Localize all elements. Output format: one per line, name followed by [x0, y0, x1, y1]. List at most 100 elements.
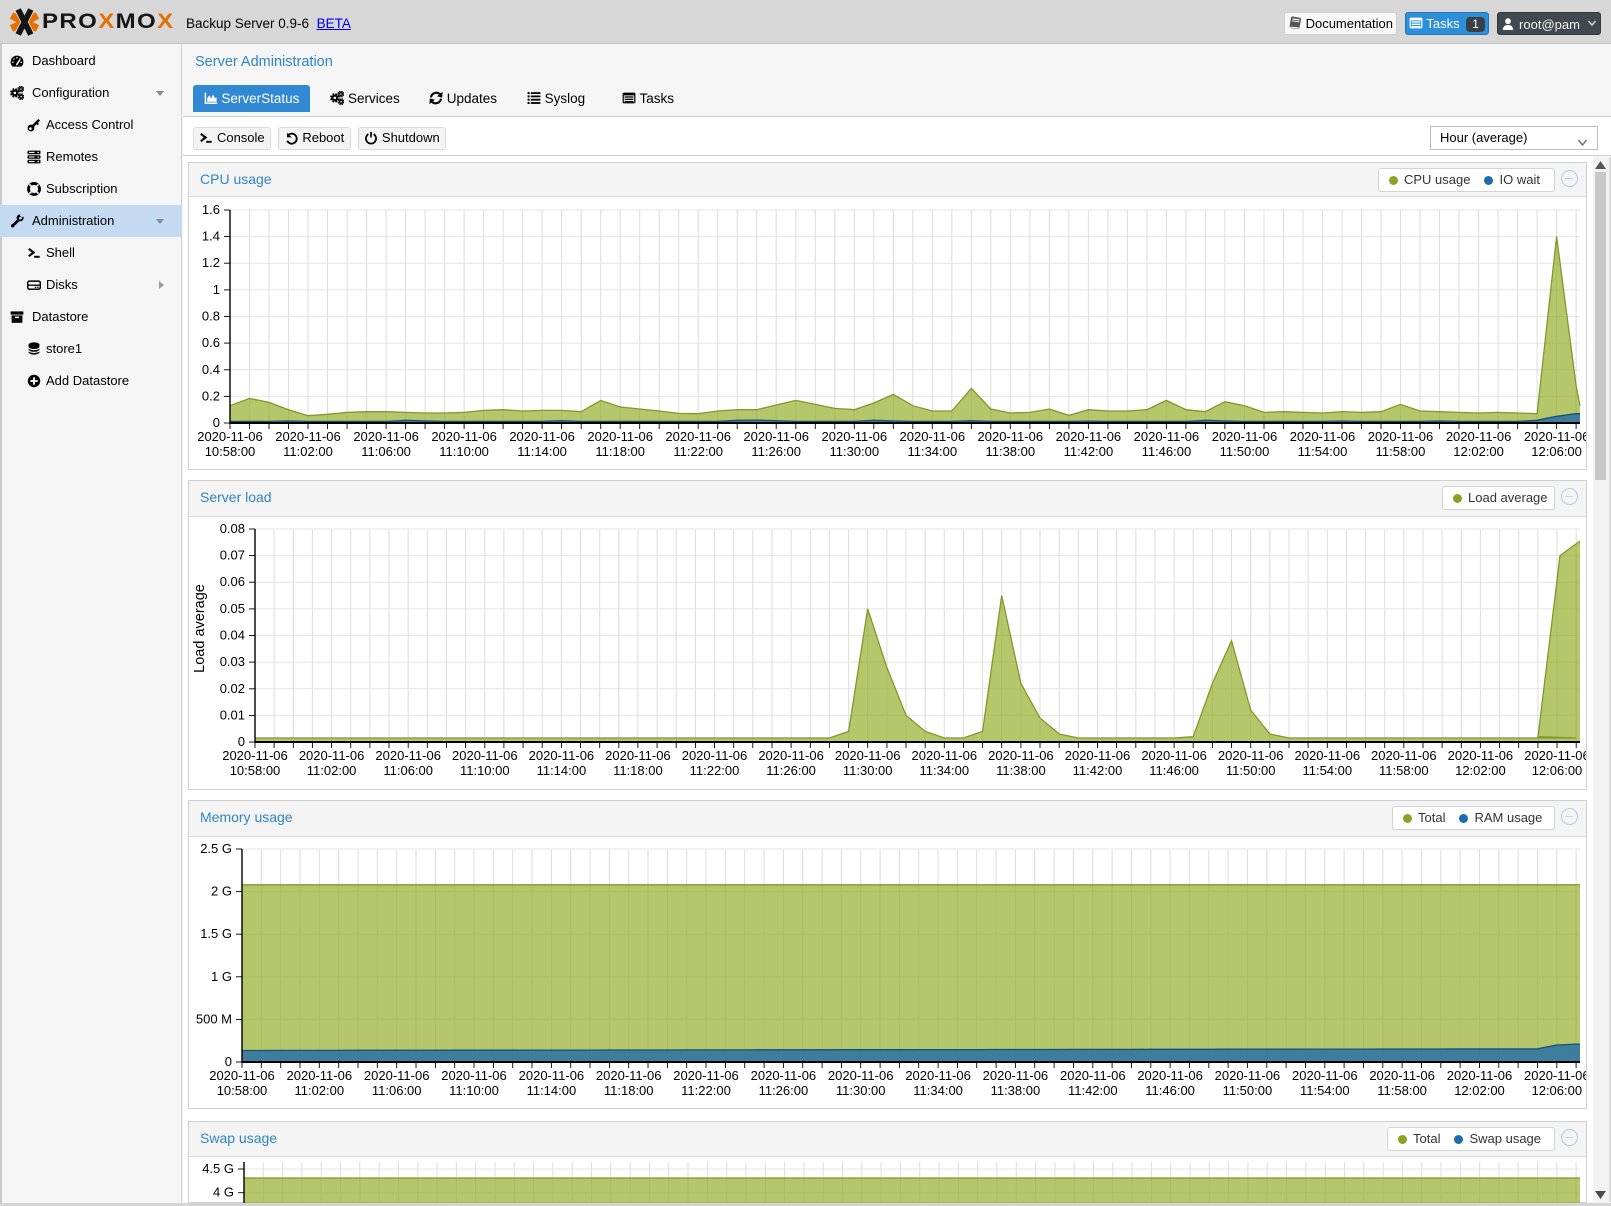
- svg-text:2020-11-06: 2020-11-06: [375, 748, 441, 763]
- svg-text:2020-11-06: 2020-11-06: [529, 748, 595, 763]
- svg-text:11:14:00: 11:14:00: [517, 444, 567, 459]
- svg-text:1.6: 1.6: [202, 202, 220, 217]
- svg-text:0.4: 0.4: [202, 362, 220, 377]
- svg-text:2.5 G: 2.5 G: [200, 841, 232, 856]
- svg-text:2020-11-06: 2020-11-06: [988, 748, 1054, 763]
- svg-text:2 G: 2 G: [211, 884, 232, 899]
- svg-text:11:30:00: 11:30:00: [836, 1083, 886, 1098]
- svg-text:2020-11-06: 2020-11-06: [1524, 748, 1586, 763]
- svg-text:2020-11-06: 2020-11-06: [828, 1068, 894, 1083]
- svg-text:2020-11-06: 2020-11-06: [1369, 1068, 1435, 1083]
- svg-text:2020-11-06: 2020-11-06: [519, 1068, 585, 1083]
- svg-text:2020-11-06: 2020-11-06: [1290, 429, 1356, 444]
- svg-text:500 M: 500 M: [196, 1011, 232, 1026]
- svg-text:2020-11-06: 2020-11-06: [1524, 1068, 1586, 1083]
- svg-text:11:42:00: 11:42:00: [1068, 1083, 1118, 1098]
- svg-text:11:46:00: 11:46:00: [1145, 1083, 1195, 1098]
- svg-text:0.08: 0.08: [220, 521, 245, 536]
- svg-text:2020-11-06: 2020-11-06: [912, 748, 978, 763]
- svg-text:11:38:00: 11:38:00: [991, 1083, 1041, 1098]
- svg-text:11:38:00: 11:38:00: [985, 444, 1035, 459]
- svg-text:0.05: 0.05: [220, 601, 245, 616]
- svg-text:Load average: Load average: [192, 584, 208, 673]
- svg-text:11:30:00: 11:30:00: [843, 763, 893, 778]
- svg-text:2020-11-06: 2020-11-06: [587, 429, 653, 444]
- svg-text:2020-11-06: 2020-11-06: [1212, 429, 1278, 444]
- svg-text:0: 0: [213, 415, 220, 430]
- svg-text:2020-11-06: 2020-11-06: [673, 1068, 739, 1083]
- svg-text:2020-11-06: 2020-11-06: [1134, 429, 1200, 444]
- svg-text:0.6: 0.6: [202, 335, 220, 350]
- svg-text:11:18:00: 11:18:00: [613, 763, 663, 778]
- svg-text:11:34:00: 11:34:00: [913, 1083, 963, 1098]
- svg-text:2020-11-06: 2020-11-06: [1218, 748, 1284, 763]
- svg-text:2020-11-06: 2020-11-06: [364, 1068, 430, 1083]
- svg-text:2020-11-06: 2020-11-06: [822, 429, 888, 444]
- svg-text:0: 0: [225, 1054, 232, 1069]
- svg-text:2020-11-06: 2020-11-06: [1448, 748, 1514, 763]
- svg-text:2020-11-06: 2020-11-06: [1371, 748, 1437, 763]
- svg-text:10:58:00: 10:58:00: [230, 763, 281, 778]
- svg-text:11:10:00: 11:10:00: [449, 1083, 499, 1098]
- svg-text:2020-11-06: 2020-11-06: [1137, 1068, 1203, 1083]
- svg-text:11:02:00: 11:02:00: [294, 1083, 344, 1098]
- svg-text:2020-11-06: 2020-11-06: [1056, 429, 1122, 444]
- svg-text:2020-11-06: 2020-11-06: [287, 1068, 353, 1083]
- svg-text:11:54:00: 11:54:00: [1300, 1083, 1350, 1098]
- svg-text:2020-11-06: 2020-11-06: [835, 748, 901, 763]
- svg-text:11:46:00: 11:46:00: [1149, 763, 1199, 778]
- svg-text:2020-11-06: 2020-11-06: [682, 748, 748, 763]
- svg-text:2020-11-06: 2020-11-06: [275, 429, 341, 444]
- svg-text:11:42:00: 11:42:00: [1064, 444, 1114, 459]
- svg-text:11:18:00: 11:18:00: [595, 444, 645, 459]
- svg-text:1: 1: [213, 282, 220, 297]
- svg-text:2020-11-06: 2020-11-06: [1295, 748, 1361, 763]
- svg-text:0.2: 0.2: [202, 388, 220, 403]
- svg-text:11:46:00: 11:46:00: [1142, 444, 1192, 459]
- svg-text:0.8: 0.8: [202, 309, 220, 324]
- svg-text:2020-11-06: 2020-11-06: [905, 1068, 971, 1083]
- svg-text:11:26:00: 11:26:00: [751, 444, 801, 459]
- svg-text:10:58:00: 10:58:00: [205, 444, 256, 459]
- svg-text:11:58:00: 11:58:00: [1376, 444, 1426, 459]
- svg-text:12:02:00: 12:02:00: [1453, 444, 1504, 459]
- svg-text:11:06:00: 11:06:00: [361, 444, 411, 459]
- svg-text:2020-11-06: 2020-11-06: [983, 1068, 1049, 1083]
- svg-text:10:58:00: 10:58:00: [217, 1083, 268, 1098]
- svg-text:11:06:00: 11:06:00: [372, 1083, 422, 1098]
- svg-text:2020-11-06: 2020-11-06: [509, 429, 575, 444]
- svg-text:11:50:00: 11:50:00: [1226, 763, 1276, 778]
- svg-text:11:18:00: 11:18:00: [604, 1083, 654, 1098]
- svg-text:11:02:00: 11:02:00: [283, 444, 333, 459]
- svg-text:2020-11-06: 2020-11-06: [431, 429, 497, 444]
- svg-text:1.4: 1.4: [202, 229, 220, 244]
- svg-text:0.07: 0.07: [220, 548, 245, 563]
- svg-text:2020-11-06: 2020-11-06: [452, 748, 518, 763]
- svg-text:2020-11-06: 2020-11-06: [1524, 429, 1586, 444]
- svg-text:2020-11-06: 2020-11-06: [900, 429, 966, 444]
- svg-text:0.01: 0.01: [220, 707, 245, 722]
- svg-text:2020-11-06: 2020-11-06: [299, 748, 365, 763]
- svg-text:11:26:00: 11:26:00: [759, 1083, 809, 1098]
- svg-text:11:50:00: 11:50:00: [1223, 1083, 1273, 1098]
- svg-text:12:06:00: 12:06:00: [1531, 1083, 1582, 1098]
- svg-text:12:06:00: 12:06:00: [1531, 444, 1582, 459]
- svg-text:1.5 G: 1.5 G: [200, 926, 232, 941]
- svg-text:2020-11-06: 2020-11-06: [605, 748, 671, 763]
- svg-text:11:22:00: 11:22:00: [681, 1083, 731, 1098]
- svg-text:2020-11-06: 2020-11-06: [596, 1068, 662, 1083]
- svg-text:11:06:00: 11:06:00: [383, 763, 433, 778]
- svg-text:2020-11-06: 2020-11-06: [1215, 1068, 1281, 1083]
- svg-text:2020-11-06: 2020-11-06: [1368, 429, 1434, 444]
- svg-text:2020-11-06: 2020-11-06: [222, 748, 288, 763]
- svg-text:2020-11-06: 2020-11-06: [1060, 1068, 1126, 1083]
- svg-text:11:26:00: 11:26:00: [766, 763, 816, 778]
- svg-text:0.04: 0.04: [220, 628, 245, 643]
- svg-text:2020-11-06: 2020-11-06: [209, 1068, 275, 1083]
- svg-text:11:14:00: 11:14:00: [527, 1083, 577, 1098]
- svg-text:0: 0: [238, 734, 245, 749]
- svg-text:2020-11-06: 2020-11-06: [1446, 429, 1512, 444]
- svg-text:11:34:00: 11:34:00: [919, 763, 969, 778]
- svg-text:2020-11-06: 2020-11-06: [197, 429, 263, 444]
- svg-text:11:14:00: 11:14:00: [537, 763, 587, 778]
